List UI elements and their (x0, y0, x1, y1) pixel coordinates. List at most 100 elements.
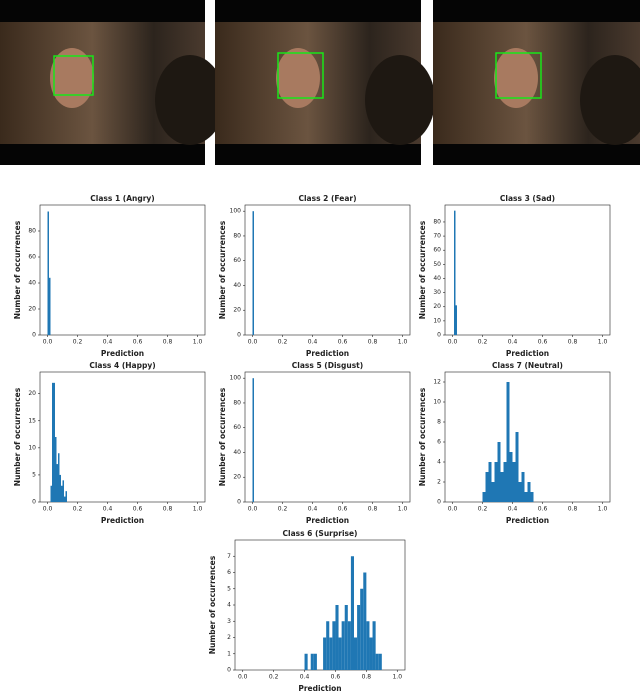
histogram-bar (323, 637, 327, 670)
y-tick-label: 2 (227, 634, 231, 641)
histogram-bar (454, 210, 456, 335)
y-tick-label: 4 (227, 602, 231, 609)
histogram-bar (332, 621, 336, 670)
x-tick-label: 0.6 (331, 674, 341, 681)
x-tick-label: 0.6 (538, 339, 548, 346)
x-axis-label: Prediction (101, 349, 144, 358)
y-tick-label: 0 (237, 499, 241, 506)
y-tick-label: 20 (233, 307, 241, 314)
histogram-bar (530, 492, 534, 502)
chart-title: Class 3 (Sad) (500, 194, 555, 203)
y-tick-label: 100 (230, 375, 242, 382)
y-axis-label: Number of occurrences (218, 387, 227, 486)
x-tick-label: 0.2 (73, 506, 83, 513)
histogram-bar (485, 472, 489, 502)
histogram-bar (347, 621, 351, 670)
histogram-bar (65, 491, 67, 502)
y-tick-label: 10 (28, 444, 36, 451)
y-tick-label: 30 (433, 289, 441, 296)
x-tick-label: 0.2 (269, 674, 279, 681)
y-tick-label: 60 (233, 424, 241, 431)
y-tick-label: 60 (28, 254, 36, 261)
y-axis-label: Number of occurrences (13, 220, 22, 319)
histogram-bar (64, 496, 66, 502)
plot-area (39, 204, 206, 336)
plot-area (244, 204, 411, 336)
histogram-bar (50, 485, 52, 502)
y-axis-label: Number of occurrences (218, 220, 227, 319)
y-tick-label: 12 (433, 379, 441, 386)
histogram-bar (482, 492, 486, 502)
x-axis-label: Prediction (506, 349, 549, 358)
x-axis-label: Prediction (101, 516, 144, 525)
chart-title: Class 4 (Happy) (89, 361, 155, 370)
histogram-bar (59, 474, 61, 502)
x-axis-label: Prediction (298, 684, 341, 693)
x-tick-label: 0.2 (478, 339, 488, 346)
chart-title: Class 7 (Neutral) (492, 361, 563, 370)
chart-title: Class 1 (Angry) (90, 194, 154, 203)
x-tick-label: 1.0 (392, 674, 402, 681)
histogram-bar (372, 621, 376, 670)
y-axis-label: Number of occurrences (13, 387, 22, 486)
x-tick-label: 1.0 (398, 339, 408, 346)
y-tick-label: 7 (227, 553, 231, 560)
x-tick-label: 0.8 (163, 506, 173, 513)
x-tick-label: 1.0 (193, 339, 203, 346)
histogram-bar (366, 621, 370, 670)
x-tick-label: 0.0 (248, 339, 258, 346)
y-tick-label: 3 (227, 618, 231, 625)
plot-area (39, 371, 206, 503)
x-tick-label: 0.0 (448, 506, 458, 513)
chart-title: Class 6 (Surprise) (283, 529, 358, 538)
histogram-bar (49, 277, 51, 335)
y-tick-label: 6 (227, 569, 231, 576)
x-tick-label: 0.2 (478, 506, 488, 513)
x-tick-label: 0.6 (338, 339, 348, 346)
histogram-bar (494, 462, 498, 502)
y-tick-label: 5 (32, 471, 36, 478)
histogram-bar (515, 432, 519, 502)
histogram-bar (61, 485, 63, 502)
x-tick-label: 0.8 (163, 339, 173, 346)
x-tick-label: 0.4 (103, 339, 113, 346)
histogram-bar (500, 472, 504, 502)
y-tick-label: 0 (437, 499, 441, 506)
y-tick-label: 1 (227, 650, 231, 657)
y-tick-label: 20 (433, 303, 441, 310)
histogram-bar (62, 480, 64, 502)
x-tick-label: 0.4 (508, 339, 518, 346)
histogram-bar (527, 482, 531, 502)
histogram-bar (509, 452, 513, 502)
photo (215, 0, 435, 165)
histogram-bar (310, 653, 314, 670)
plot-area (444, 204, 611, 336)
x-tick-label: 1.0 (598, 339, 608, 346)
plot-area (234, 539, 406, 671)
y-tick-label: 80 (233, 399, 241, 406)
histogram-bar (503, 462, 507, 502)
y-tick-label: 2 (437, 479, 441, 486)
x-tick-label: 1.0 (598, 506, 608, 513)
y-tick-label: 40 (233, 282, 241, 289)
x-tick-label: 0.0 (248, 506, 258, 513)
y-axis-label: Number of occurrences (418, 387, 427, 486)
histogram-bar (344, 605, 348, 670)
y-tick-label: 6 (437, 439, 441, 446)
histogram-bar (497, 442, 501, 502)
x-tick-label: 0.8 (568, 506, 578, 513)
histogram-bar (378, 653, 382, 670)
x-axis-label: Prediction (506, 516, 549, 525)
histogram-bar (52, 382, 54, 502)
y-tick-label: 0 (32, 499, 36, 506)
y-axis-label: Number of occurrences (418, 220, 427, 319)
y-tick-label: 20 (28, 390, 36, 397)
y-axis-label: Number of occurrences (208, 555, 217, 654)
photo (433, 0, 640, 165)
y-tick-label: 20 (233, 474, 241, 481)
histogram-bar (375, 653, 379, 670)
histogram-bar (53, 382, 55, 502)
y-tick-label: 70 (433, 233, 441, 240)
plot-area (444, 371, 611, 503)
y-tick-label: 80 (28, 228, 36, 235)
